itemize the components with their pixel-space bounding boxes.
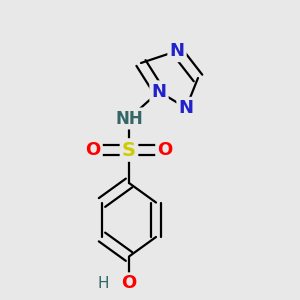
Text: O: O [122, 274, 136, 292]
Text: NH: NH [115, 110, 143, 128]
Text: O: O [85, 141, 100, 159]
Text: N: N [178, 99, 194, 117]
Text: N: N [169, 42, 184, 60]
Text: O: O [158, 141, 172, 159]
Text: N: N [152, 82, 166, 100]
Text: H: H [98, 276, 109, 291]
Text: S: S [122, 140, 136, 160]
